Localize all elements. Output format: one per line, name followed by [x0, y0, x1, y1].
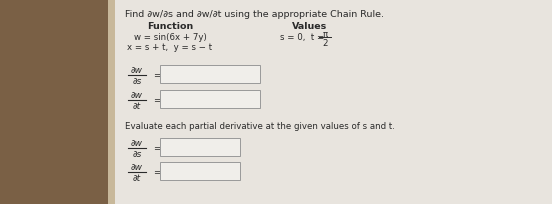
Text: ∂s: ∂s: [132, 149, 142, 158]
FancyBboxPatch shape: [160, 66, 260, 84]
Text: =: =: [153, 96, 160, 105]
Text: Find ∂w/∂s and ∂w/∂t using the appropriate Chain Rule.: Find ∂w/∂s and ∂w/∂t using the appropria…: [125, 10, 384, 19]
FancyBboxPatch shape: [160, 91, 260, 109]
Text: =: =: [153, 168, 160, 177]
Text: ∂w: ∂w: [131, 66, 143, 75]
Text: ∂t: ∂t: [133, 173, 141, 182]
Text: =: =: [153, 71, 160, 80]
FancyBboxPatch shape: [160, 138, 240, 156]
Text: π: π: [322, 30, 327, 39]
Text: w = sin(6x + 7y): w = sin(6x + 7y): [134, 33, 206, 42]
Text: ∂t: ∂t: [133, 102, 141, 110]
Text: ∂w: ∂w: [131, 91, 143, 100]
Bar: [0, 0, 108, 204]
Text: s = 0,  t =: s = 0, t =: [280, 33, 327, 42]
Text: =: =: [153, 144, 160, 153]
Text: Evaluate each partial derivative at the given values of s and t.: Evaluate each partial derivative at the …: [125, 121, 395, 130]
Text: ∂s: ∂s: [132, 77, 142, 86]
Text: Function: Function: [147, 22, 193, 31]
Text: ∂w: ∂w: [131, 162, 143, 171]
Text: 2: 2: [322, 39, 328, 48]
FancyBboxPatch shape: [160, 162, 240, 180]
Text: x = s + t,  y = s − t: x = s + t, y = s − t: [128, 43, 213, 52]
Text: Values: Values: [293, 22, 328, 31]
Text: ∂w: ∂w: [131, 138, 143, 147]
Bar: [115, 0, 552, 204]
